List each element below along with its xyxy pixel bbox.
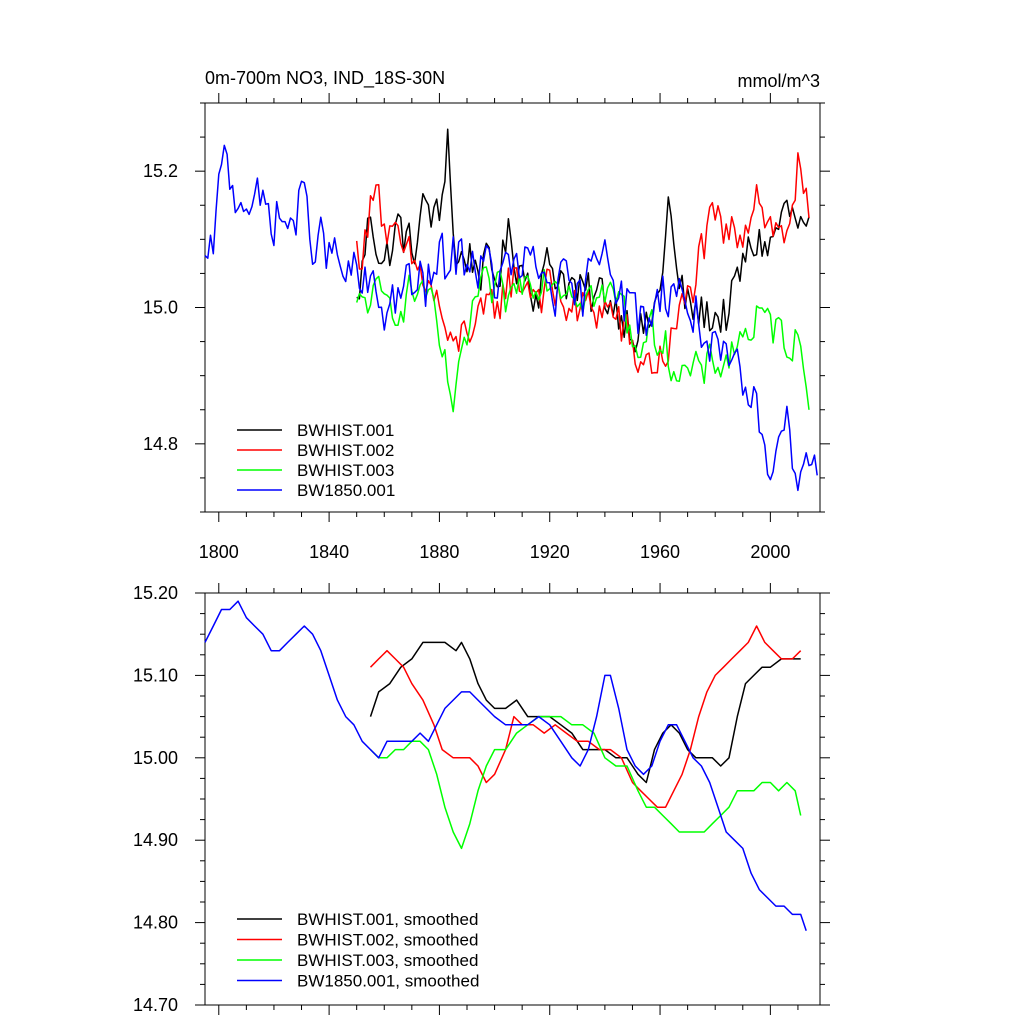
- top-legend-label: BWHIST.003: [297, 461, 394, 480]
- bottom-series-line: [369, 625, 802, 808]
- bottom-legend-label: BWHIST.003, smoothed: [297, 951, 478, 970]
- top-legend-label: BWHIST.001: [297, 421, 394, 440]
- top-x-tick-label: 1880: [419, 542, 459, 562]
- bottom-y-tick-label: 14.70: [133, 995, 178, 1015]
- bottom-legend-label: BWHIST.002, smoothed: [297, 931, 478, 950]
- top-legend-label: BWHIST.002: [297, 441, 394, 460]
- top-x-tick-label: 1840: [309, 542, 349, 562]
- top-x-tick-label: 2000: [750, 542, 790, 562]
- top-axes: 1800 1840 1880 1920 1960 2000 14.8 15.0 15.2: [143, 93, 830, 562]
- bottom-y-tick-label: 15.00: [133, 748, 178, 768]
- bottom-series-line: [369, 715, 802, 850]
- top-y-tick-label: 15.2: [143, 161, 178, 181]
- top-x-tick-label: 1800: [199, 542, 239, 562]
- bottom-chart-panel: 14.70 14.80 14.90 15.00 15.10 15.20 BWHIST.00…: [133, 583, 830, 1015]
- bottom-series-line: [204, 600, 807, 932]
- top-chart-panel: 0m-700m NO3, IND_18S-30N mmol/m^3 1800 18…: [143, 68, 830, 562]
- bottom-series-lines: [204, 600, 807, 932]
- top-chart-title: 0m-700m NO3, IND_18S-30N: [205, 68, 445, 89]
- top-y-tick-label: 15.0: [143, 298, 178, 318]
- bottom-series-line: [369, 641, 801, 784]
- top-series-lines: [204, 128, 818, 492]
- top-legend-label: BW1850.001: [297, 481, 395, 500]
- bottom-y-tick-label: 15.10: [133, 665, 178, 685]
- top-y-tick-label: 14.8: [143, 434, 178, 454]
- bottom-y-tick-label: 15.20: [133, 583, 178, 603]
- bottom-legend-label: BW1850.001, smoothed: [297, 972, 479, 991]
- top-series-line: [356, 128, 810, 353]
- bottom-axes: 14.70 14.80 14.90 15.00 15.10 15.20: [133, 583, 830, 1015]
- top-series-line: [204, 144, 818, 492]
- bottom-y-tick-label: 14.80: [133, 913, 178, 933]
- top-chart-units: mmol/m^3: [738, 71, 820, 91]
- bottom-y-tick-label: 14.90: [133, 830, 178, 850]
- bottom-legend: BWHIST.001, smoothed BWHIST.002, smoothed…: [237, 910, 479, 991]
- top-x-tick-label: 1920: [530, 542, 570, 562]
- bottom-legend-label: BWHIST.001, smoothed: [297, 910, 478, 929]
- top-x-tick-label: 1960: [640, 542, 680, 562]
